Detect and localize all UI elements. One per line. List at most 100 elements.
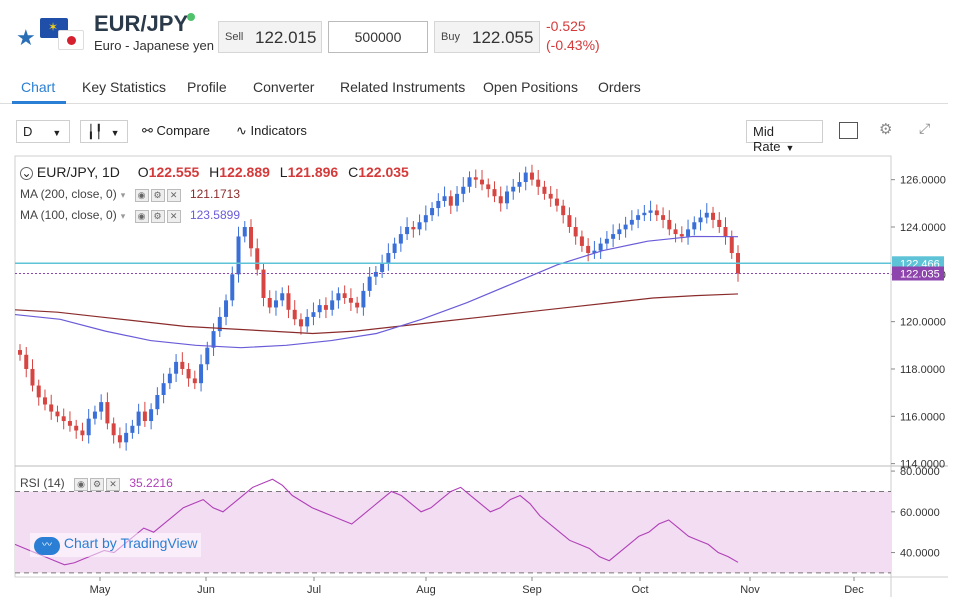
eye-icon[interactable]: ◉ [134,189,149,202]
indicators-button[interactable]: ∿ Indicators [236,123,307,139]
compare-icon: ⚯ [142,123,153,138]
chart-type-select[interactable]: ╽╿ ▼ [80,120,128,143]
settings-icon[interactable]: ⚙ [90,478,105,491]
price-tick-label: 120.0000 [900,317,946,329]
fullscreen-toggle-icon[interactable] [839,122,858,139]
remove-icon[interactable]: ✕ [106,478,121,491]
candle-body [174,361,179,374]
candle-body [92,411,97,419]
ma100-legend: MA (100, close, 0) ▾ ◉ ⚙ ✕ 123.5899 [20,208,240,223]
candle-body [542,186,547,194]
tab-key-statistics[interactable]: Key Statistics [82,79,167,95]
candle-body [298,319,303,327]
sell-button[interactable]: Sell 122.015 [218,21,322,53]
candle-body [24,354,29,369]
candle-body [323,305,328,310]
collapse-legend-icon[interactable]: ⌄ [20,166,33,180]
tab-open-positions[interactable]: Open Positions [483,79,578,95]
indicators-label: Indicators [250,123,307,138]
candle-body [548,193,553,199]
candle-body [117,435,122,443]
candle-body [167,373,172,384]
candle-body [554,198,559,206]
candle-body [561,205,566,216]
candle-body [74,425,79,431]
chevron-down-icon: ▼ [110,128,120,138]
candle-body [623,224,628,230]
candle-body [455,193,460,206]
price-marker-badge [892,266,944,281]
candle-body [242,226,247,237]
remove-icon[interactable]: ✕ [166,210,181,223]
candle-body [267,297,272,308]
cloud-icon: 〰 [34,537,60,555]
settings-icon[interactable]: ⚙ [150,210,165,223]
symbol-name: Euro - Japanese yen [94,38,214,53]
interval-select[interactable]: D ▼ [16,120,70,143]
chevron-down-icon[interactable]: ▾ [120,211,126,221]
candle-body [211,331,216,348]
buy-button[interactable]: Buy 122.055 [434,21,540,53]
tab-related-instruments[interactable]: Related Instruments [340,79,466,95]
settings-gear-icon[interactable]: ⚙ [879,121,893,138]
candle-body [124,432,129,443]
legend-symbol: EUR/JPY, 1D [36,164,120,180]
candle-body [330,300,335,310]
tradingview-watermark[interactable]: 〰 Chart by TradingView [30,533,202,557]
candle-body [61,416,66,422]
candle-body [405,226,410,235]
legend-open-value: 122.555 [148,164,200,180]
candle-body [436,200,441,209]
chart-canvas[interactable]: 126.0000124.0000122.0000120.0000118.0000… [0,150,961,603]
sell-price: 122.015 [255,28,317,47]
candle-body [661,215,666,220]
candle-body [361,290,366,308]
price-tick-label: 118.0000 [900,364,945,376]
candle-body [617,229,622,235]
candle-body [130,425,135,433]
amount-input[interactable] [328,21,428,53]
chevron-down-icon: ▼ [785,143,795,153]
rate-select[interactable]: Mid Rate ▼ [746,120,823,154]
ma200-line [14,293,739,335]
ma100-line [14,235,739,349]
interval-value: D [23,124,33,139]
favorite-star-icon[interactable]: ★ [16,25,36,50]
compare-button[interactable]: ⚯ Compare [142,123,210,139]
eye-icon[interactable]: ◉ [74,478,89,491]
legend-high-value: 122.889 [219,164,270,180]
tab-orders[interactable]: Orders [598,79,641,95]
candle-body [511,186,516,192]
candle-body [523,172,528,183]
rsi-legend: RSI (14) ◉ ⚙ ✕ 35.2216 [20,476,173,491]
market-open-indicator [187,13,195,21]
candle-body [18,350,22,355]
tab-chart[interactable]: Chart [21,79,56,95]
settings-icon[interactable]: ⚙ [150,189,165,202]
tab-profile[interactable]: Profile [187,79,227,95]
candle-body [411,226,416,230]
chevron-down-icon: ▼ [52,128,62,138]
eye-icon[interactable]: ◉ [134,210,149,223]
legend-close-value: 122.035 [358,164,409,180]
legend-low-label: L [279,164,288,180]
candle-body [249,226,254,249]
candle-body [186,368,191,379]
candle-body [704,212,709,218]
price-tick-label: 124.0000 [900,222,946,234]
price-chart[interactable]: 126.0000124.0000122.0000120.0000118.0000… [0,150,961,603]
rsi-value: 35.2216 [129,476,173,490]
chevron-down-icon[interactable]: ▾ [120,190,126,200]
expand-icon[interactable]: ⤢ [919,120,931,136]
candle-body [30,368,35,386]
time-tick-label: Dec [844,584,864,596]
candle-body [629,219,634,225]
tab-converter[interactable]: Converter [253,79,315,95]
candle-body [492,189,497,197]
candle-body [192,378,197,384]
candle-body [392,243,397,254]
candle-body [486,184,491,190]
remove-icon[interactable]: ✕ [166,189,181,202]
candle-body [86,418,91,436]
candle-body [586,245,591,254]
